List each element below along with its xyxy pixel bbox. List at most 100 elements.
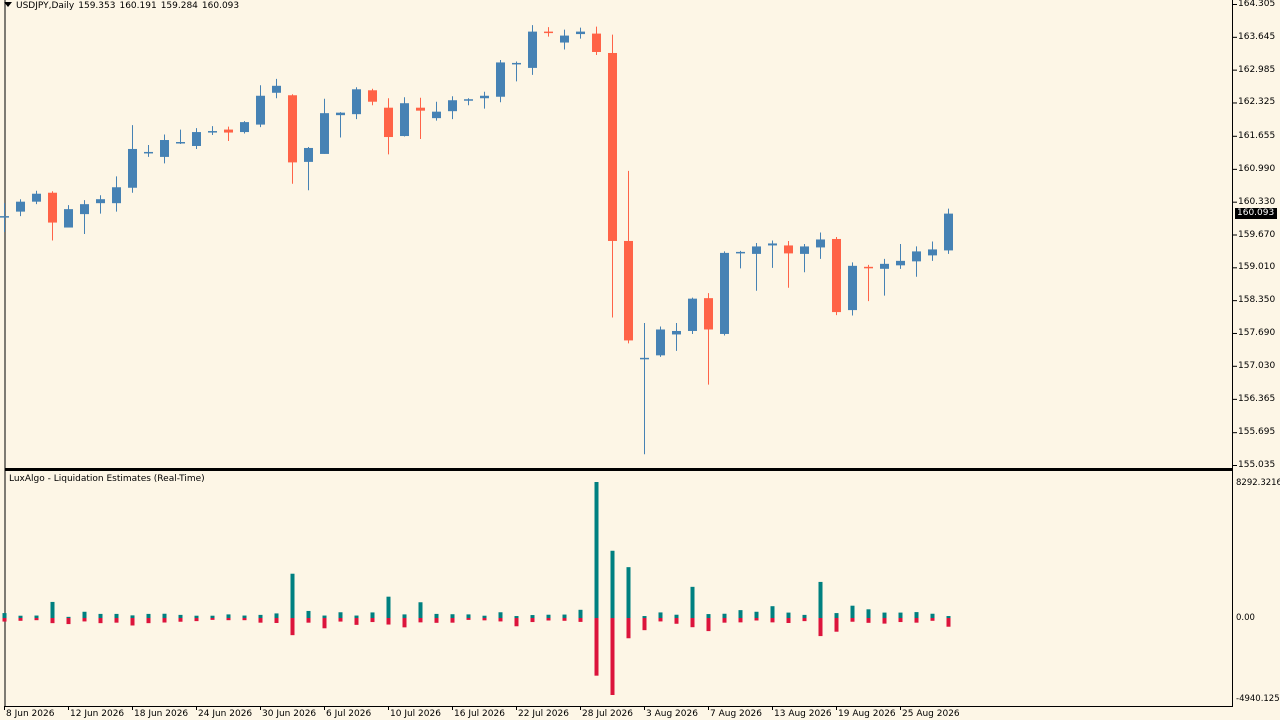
candle-body xyxy=(352,89,361,115)
candle-body xyxy=(464,99,473,101)
liquidation-long-bar xyxy=(914,612,919,618)
pane-separator[interactable] xyxy=(5,468,1233,471)
liquidation-short-bar xyxy=(914,618,919,623)
liquidation-long-bar xyxy=(530,615,535,618)
candle-body xyxy=(656,329,665,356)
liquidation-short-bar xyxy=(834,618,839,632)
candle-body xyxy=(176,142,185,144)
candle-body xyxy=(640,357,649,360)
liquidation-long-bar xyxy=(130,615,135,618)
liquidation-long-bar xyxy=(210,615,215,618)
candle-body xyxy=(192,132,201,146)
candle-body xyxy=(64,209,73,228)
liquidation-long-bar xyxy=(162,613,167,618)
liquidation-long-bar xyxy=(642,616,647,618)
liquidation-short-bar xyxy=(850,618,855,622)
liquidation-long-bar xyxy=(930,613,935,618)
liquidation-short-bar xyxy=(2,618,7,622)
liquidation-long-bar xyxy=(178,614,183,618)
liquidation-short-bar xyxy=(290,618,295,636)
candle-body xyxy=(0,216,9,218)
liquidation-short-bar xyxy=(450,618,455,623)
liquidation-short-bar xyxy=(98,618,103,624)
price-axis-label: 160.330 xyxy=(1238,196,1276,207)
liquidation-short-bar xyxy=(594,618,599,676)
close-value: 160.093 xyxy=(201,1,240,11)
liquidation-short-bar xyxy=(930,618,935,621)
liquidation-short-bar xyxy=(722,618,727,623)
liquidation-long-bar xyxy=(610,550,615,618)
liquidation-short-bar xyxy=(418,618,423,623)
chart-header: USDJPY,Daily 159.353 160.191 159.284 160.093 xyxy=(4,0,243,12)
liquidation-short-bar xyxy=(306,618,311,623)
liquidation-short-bar xyxy=(82,618,87,622)
time-axis-label: 16 Jul 2026 xyxy=(454,709,505,719)
liquidation-short-bar xyxy=(242,618,247,621)
price-axis-label: 161.655 xyxy=(1238,130,1276,141)
liquidation-long-bar xyxy=(498,612,503,618)
liquidation-short-bar xyxy=(194,618,199,622)
time-axis-label: 10 Jul 2026 xyxy=(390,709,441,719)
time-ticks-group xyxy=(4,706,901,710)
time-axis-label: 8 Jun 2026 xyxy=(6,709,55,719)
liquidation-long-bar xyxy=(82,611,87,618)
current-price-tag: 160.093 xyxy=(1235,208,1277,220)
liquidation-long-bar xyxy=(786,612,791,618)
time-axis-label: 22 Jul 2026 xyxy=(518,709,569,719)
liquidation-long-bar xyxy=(658,612,663,618)
candle-body xyxy=(96,199,105,204)
liquidation-short-bar xyxy=(818,618,823,637)
price-axis-label: 163.645 xyxy=(1238,31,1276,42)
candle-body xyxy=(560,35,569,43)
liquidation-long-bar xyxy=(514,616,519,618)
liquidation-short-bar xyxy=(162,618,167,623)
liquidation-long-bar xyxy=(418,602,423,618)
liquidation-short-bar xyxy=(258,618,263,623)
liquidation-long-bar xyxy=(434,613,439,618)
liquidation-long-bar xyxy=(370,612,375,618)
time-axis-label: 6 Jul 2026 xyxy=(326,709,372,719)
liquidation-long-bar xyxy=(402,614,407,618)
candle-body xyxy=(32,193,41,202)
liquidation-long-bar xyxy=(482,615,487,618)
liquidation-long-bar xyxy=(882,612,887,618)
liquidation-long-bar xyxy=(674,614,679,618)
candle-body xyxy=(80,204,89,215)
candle-body xyxy=(928,249,937,256)
liquidation-short-bar xyxy=(898,618,903,623)
candle-body xyxy=(336,112,345,116)
liquidation-short-bar xyxy=(354,618,359,625)
liquidation-short-bar xyxy=(498,618,503,622)
candle-body xyxy=(528,31,537,68)
liquidation-short-bar xyxy=(466,618,471,620)
candle-body xyxy=(16,201,25,212)
candle-body xyxy=(368,90,377,102)
candle-body xyxy=(512,62,521,65)
candle-body xyxy=(864,266,873,269)
price-axis-label: 164.305 xyxy=(1238,0,1276,9)
time-axis-label: 3 Aug 2026 xyxy=(646,709,698,719)
liquidation-short-bar xyxy=(402,618,407,628)
candle-body xyxy=(304,147,313,162)
price-axis-label: 157.690 xyxy=(1238,327,1276,338)
liquidation-short-bar xyxy=(674,618,679,624)
price-axis-label: 157.030 xyxy=(1238,360,1276,371)
liquidation-short-bar xyxy=(770,618,775,623)
time-axis-label: 7 Aug 2026 xyxy=(710,709,762,719)
liquidation-short-bar xyxy=(786,618,791,623)
candle-body xyxy=(288,95,297,163)
time-axis-label: 25 Aug 2026 xyxy=(902,709,960,719)
liquidation-long-bar xyxy=(898,612,903,618)
liquidation-short-bar xyxy=(34,618,39,621)
price-axis-label: 158.350 xyxy=(1238,295,1276,306)
liquidation-short-bar xyxy=(706,618,711,632)
liquidation-long-bar xyxy=(322,615,327,618)
dropdown-triangle-icon[interactable] xyxy=(4,2,12,7)
liquidation-short-bar xyxy=(658,618,663,622)
candle-body xyxy=(944,213,953,251)
time-axis-label: 30 Jun 2026 xyxy=(262,709,317,719)
candle-body xyxy=(144,151,153,154)
liquidation-short-bar xyxy=(338,618,343,622)
price-axis-label: 155.035 xyxy=(1238,460,1276,470)
